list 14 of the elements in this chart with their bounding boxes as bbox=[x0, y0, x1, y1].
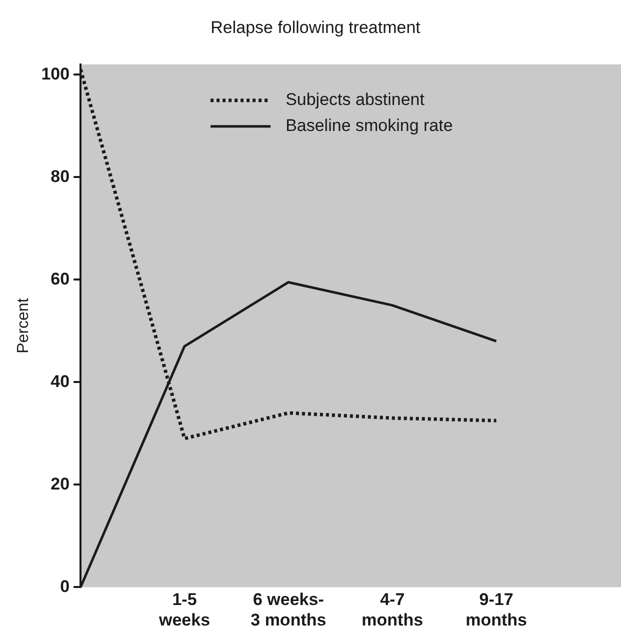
y-tick-label: 80 bbox=[50, 166, 70, 186]
x-tick-label: 4-7 months bbox=[362, 590, 424, 630]
x-tick-label: 1-5 weeks bbox=[158, 590, 210, 630]
y-tick-label: 20 bbox=[50, 474, 70, 494]
legend-label: Subjects abstinent bbox=[286, 90, 425, 110]
y-tick-label: 40 bbox=[50, 372, 70, 391]
y-tick-label: 0 bbox=[60, 576, 70, 596]
chart-title: Relapse following treatment bbox=[210, 18, 421, 37]
x-tick-label: 6 weeks-3 months bbox=[250, 590, 326, 630]
legend-label: Baseline smoking rate bbox=[286, 116, 453, 136]
y-axis-title: Percent bbox=[15, 298, 32, 354]
y-tick-label: 60 bbox=[50, 269, 70, 288]
y-tick-label: 100 bbox=[41, 64, 70, 84]
x-tick-label: 9-17 months bbox=[466, 590, 527, 630]
